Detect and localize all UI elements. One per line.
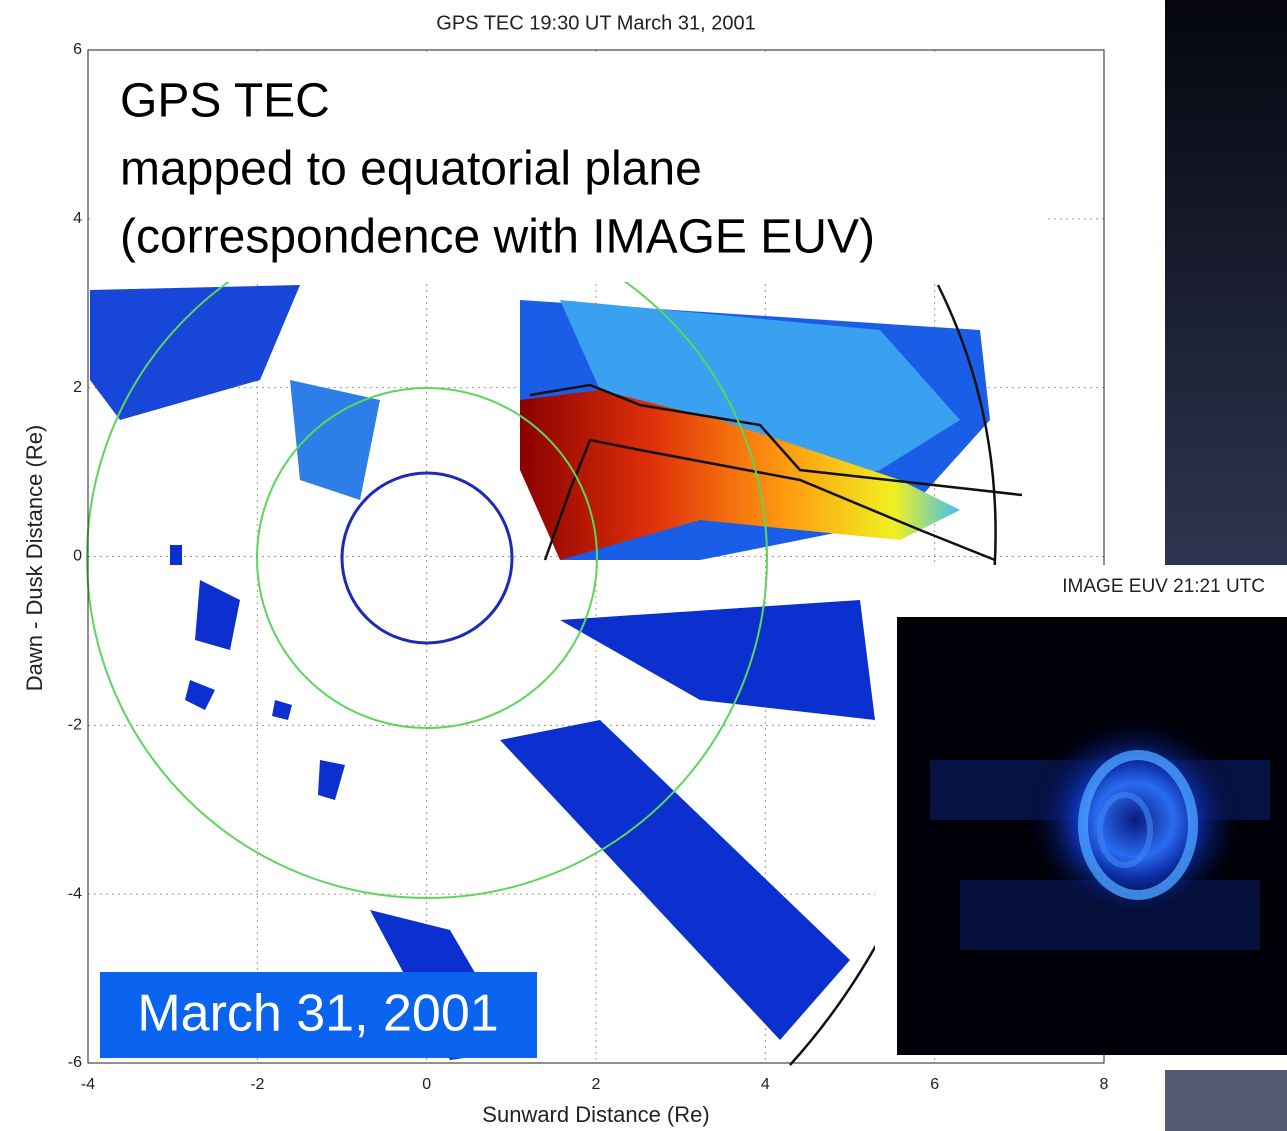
overlay-line: (correspondence with IMAGE EUV) — [120, 211, 875, 264]
y-tick-label: -4 — [68, 885, 82, 902]
plot-title: GPS TEC 19:30 UT March 31, 2001 — [436, 12, 755, 34]
slide: GPS TEC 19:30 UT March 31, 2001 Sunward … — [0, 0, 1287, 1131]
y-tick-label: -6 — [68, 1054, 82, 1071]
x-tick-label: 6 — [930, 1076, 939, 1093]
x-tick-label: 2 — [592, 1076, 601, 1093]
x-tick-label: 4 — [761, 1076, 770, 1093]
inset-title: IMAGE EUV 21:21 UTC — [1062, 576, 1265, 597]
x-tick-label: 8 — [1100, 1076, 1109, 1093]
y-tick-label: 6 — [73, 41, 82, 58]
x-axis-label: Sunward Distance (Re) — [482, 1102, 709, 1127]
overlay-line: mapped to equatorial plane — [120, 143, 702, 196]
background-panel — [1165, 1070, 1287, 1131]
y-tick-label: 0 — [73, 548, 82, 565]
y-tick-label: 2 — [73, 379, 82, 396]
y-tick-label: -2 — [68, 717, 82, 734]
tec-patches — [90, 285, 990, 1060]
date-badge-text: March 31, 2001 — [137, 985, 498, 1043]
x-tick-label: 0 — [422, 1076, 431, 1093]
page: GPS TEC 19:30 UT March 31, 2001 Sunward … — [0, 0, 1287, 1131]
y-tick-label: 4 — [73, 210, 82, 227]
earth-circle — [342, 473, 512, 643]
x-tick-label: -2 — [250, 1076, 264, 1093]
y-axis-label: Dawn - Dusk Distance (Re) — [22, 425, 47, 692]
background-panel — [1165, 0, 1287, 565]
overlay-heading: GPS TEC — [120, 75, 330, 128]
x-tick-label: -4 — [81, 1076, 95, 1093]
